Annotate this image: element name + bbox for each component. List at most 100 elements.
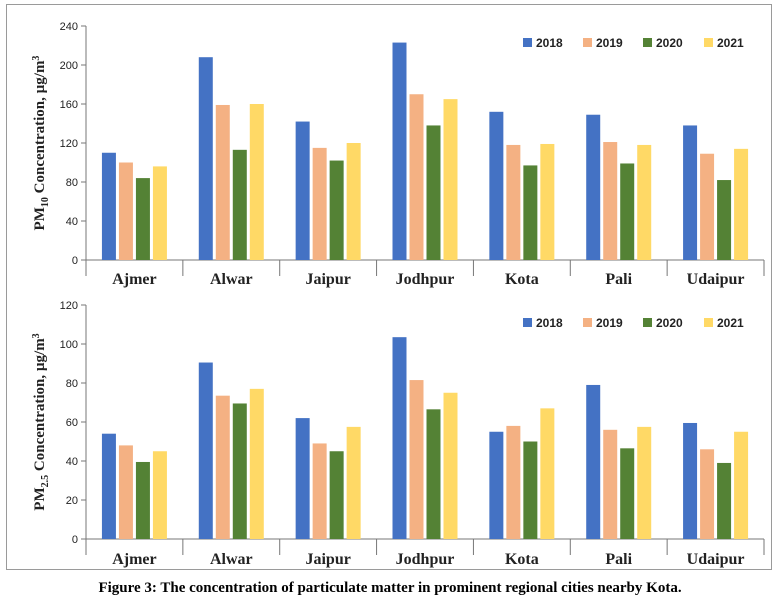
y-tick-label: 100 [60,339,78,351]
bar-2019-ajmer [118,445,133,539]
bar-2018-pali [586,384,601,539]
bar-2019-pali [603,142,618,260]
y-tick-label: 120 [60,138,78,150]
x-category-label: Udaipur [687,551,745,568]
x-category-label: Pali [605,271,632,288]
legend-swatch-2020 [643,318,652,327]
legend-swatch-2019 [583,318,592,327]
bar-2020-kota [523,441,538,539]
bar-2020-pali [620,448,635,539]
y-tick-label: 40 [66,456,78,468]
y-tick-label: 240 [60,21,78,33]
y-tick-label: 20 [66,495,78,507]
legend-label-2019: 2019 [596,316,623,330]
y-tick-label: 80 [66,378,78,390]
bar-2021-kota [540,143,555,260]
bar-2019-jaipur [312,147,327,260]
y-tick-label: 40 [66,216,78,228]
bar-2019-jodhpur [409,380,424,539]
bar-2021-jodhpur [443,392,458,539]
bar-2021-pali [637,144,652,260]
bar-2021-kota [540,408,555,539]
chart-2: 0 20 40 60 80 100 120 Ajmer Alwar Jaipur Jodhpur Ko… [31,300,765,568]
y-tick-label: 80 [66,177,78,189]
bar-2018-ajmer [101,152,116,260]
bar-2020-ajmer [135,178,150,260]
bar-2020-jaipur [329,451,344,539]
bar-2018-udaipur [683,125,698,260]
x-category-label: Alwar [210,551,253,568]
legend-label-2019: 2019 [596,36,623,50]
bar-2021-udaipur [734,431,749,539]
bar-2018-jaipur [295,121,310,260]
bar-2018-jaipur [295,418,310,539]
bar-2018-jodhpur [392,337,407,539]
bar-2020-jodhpur [426,409,441,539]
legend-swatch-2018 [523,38,532,47]
bar-2018-kota [489,111,504,260]
legend-label-2018: 2018 [536,36,563,50]
legend-swatch-2018 [523,318,532,327]
bar-2019-udaipur [700,449,715,539]
x-category-label: Alwar [210,271,253,288]
bar-2018-alwar [198,57,213,261]
y-tick-label: 60 [66,417,78,429]
x-category-label: Pali [605,551,632,568]
bar-2021-jaipur [346,426,361,539]
legend-label-2020: 2020 [656,36,683,50]
bar-2019-alwar [215,104,230,260]
legend-swatch-2021 [704,318,713,327]
bar-2018-pali [586,114,601,260]
y-axis-label: PM10 Concentration, µg/m3 [31,56,51,231]
y-axis-label: PM2.5 Concentration, µg/m3 [31,333,51,510]
legend: 2018 2019 2020 2021 [523,36,744,50]
legend-label-2020: 2020 [656,316,683,330]
x-category-label: Jaipur [305,271,350,288]
bar-2020-alwar [232,149,247,260]
legend: 2018 2019 2020 2021 [523,316,744,330]
bar-2018-udaipur [683,422,698,539]
bar-2018-jodhpur [392,42,407,261]
bar-2021-jaipur [346,143,361,260]
bar-2019-kota [506,144,521,260]
y-tick-label: 0 [72,255,78,267]
bar-2018-ajmer [101,433,116,539]
bar-2021-jodhpur [443,99,458,260]
bar-2021-ajmer [152,451,167,539]
y-tick-label: 160 [60,99,78,111]
y-tick-label: 120 [60,300,78,312]
y-tick-label: 200 [60,60,78,72]
bar-2020-udaipur [717,180,732,260]
figure-frame [6,4,772,570]
x-category-label: Jodhpur [396,271,455,288]
bar-2021-ajmer [152,166,167,260]
bar-2020-alwar [232,403,247,539]
x-category-label: Kota [505,551,539,568]
x-category-label: Ajmer [112,551,156,568]
x-category-label: Jaipur [305,551,350,568]
legend-label-2018: 2018 [536,316,563,330]
bar-2021-alwar [249,388,264,539]
x-category-label: Ajmer [112,271,156,288]
bar-2021-udaipur [734,148,749,260]
bar-2021-pali [637,426,652,539]
legend-label-2021: 2021 [717,36,744,50]
bar-2018-alwar [198,362,213,539]
bar-2019-pali [603,429,618,539]
bar-2020-udaipur [717,462,732,539]
legend-swatch-2019 [583,38,592,47]
bar-2020-ajmer [135,461,150,539]
x-category-label: Jodhpur [396,551,455,568]
figure-caption: Figure 3: The concentration of particula… [98,580,682,596]
x-category-label: Kota [505,271,539,288]
bar-2020-jodhpur [426,125,441,260]
legend-swatch-2020 [643,38,652,47]
y-tick-label: 0 [72,534,78,546]
legend-swatch-2021 [704,38,713,47]
bar-2019-udaipur [700,153,715,260]
bar-2019-ajmer [118,162,133,260]
bar-2019-jaipur [312,443,327,539]
x-category-label: Udaipur [687,271,745,288]
